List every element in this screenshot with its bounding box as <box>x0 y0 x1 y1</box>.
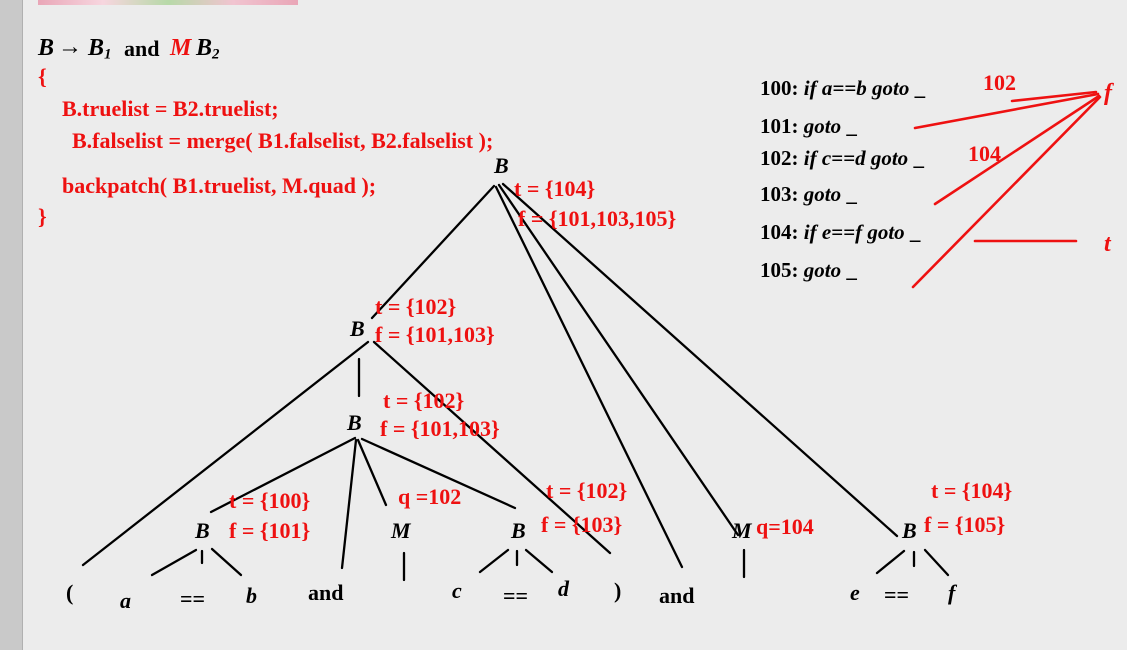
node-root-truelist-text: t = {104} <box>514 176 596 201</box>
falselist-chain-label: f <box>1104 80 1112 106</box>
node-b-outer: B <box>350 316 365 341</box>
code-line-105: 105: goto _ <box>760 258 857 282</box>
node-m1: M <box>391 518 411 543</box>
production-b1: B1 <box>88 35 112 63</box>
code-line-103: 103: goto _ <box>760 182 857 206</box>
production-b2: B2 <box>196 35 220 63</box>
leaf-rparen: ) <box>614 578 622 603</box>
code-line-101: 101: goto _ <box>760 114 857 138</box>
node-m1-quad: q =102 <box>398 484 462 509</box>
code-line-102-backpatch: 104 <box>968 141 1001 166</box>
code-line-100-backpatch: 102 <box>983 70 1016 95</box>
node-m2-quad: q=104 <box>756 514 814 539</box>
code-line-102: 102: if c==d goto _ <box>760 146 924 170</box>
edge-b-ab-b <box>210 547 243 577</box>
tree-edges <box>81 182 950 582</box>
edge-root-m2 <box>497 183 740 537</box>
node-b-cd-truelist: t = {102} <box>546 478 628 503</box>
chain-f-to-100 <box>1010 90 1098 103</box>
slide-sidebar <box>0 0 23 650</box>
chain-f-to-101 <box>913 92 1100 130</box>
edge-b-cd-d <box>524 548 554 574</box>
slide-header-decoration <box>38 0 298 5</box>
node-b-outer-truelist: t = {102} <box>375 294 457 319</box>
edge-b-inner-and1 <box>340 438 358 570</box>
edge-b-inner-b-cd <box>360 437 517 510</box>
node-b-ab-truelist: t = {100} <box>229 488 311 513</box>
backpatch-chain-lines <box>911 90 1102 289</box>
node-b-ef-truelist: t = {104} <box>931 478 1013 503</box>
production-arrow: → <box>58 34 82 60</box>
action-line-falselist: B.falselist = merge( B1.falselist, B2.fa… <box>72 128 494 153</box>
node-root-falselist: f = {101,103,105} <box>518 206 677 231</box>
node-b-inner: B <box>347 410 362 435</box>
chain-f-to-105 <box>911 95 1102 289</box>
leaf-b: b <box>246 583 257 608</box>
chain-f-to-103 <box>933 94 1101 206</box>
leaf-c: c <box>452 578 462 603</box>
edge-b-inner-m1 <box>356 438 388 507</box>
leaf-eq1: == <box>180 586 206 611</box>
node-b-cd-falselist: f = {103} <box>541 512 623 537</box>
leaf-d: d <box>558 576 569 601</box>
edge-root-and2 <box>494 185 684 569</box>
leaf-lparen: ( <box>66 580 74 605</box>
node-b-cd: B <box>511 518 526 543</box>
action-line-truelist: B.truelist = B2.truelist; <box>62 96 279 121</box>
action-close-brace: } <box>38 204 47 229</box>
node-b-outer-falselist: f = {101,103} <box>375 322 495 347</box>
truelist-chain-label: t <box>1104 231 1111 257</box>
action-open-brace: { <box>38 64 47 89</box>
node-b-ef: B <box>902 518 917 543</box>
edge-root-b-outer <box>370 184 496 320</box>
code-line-100: 100: if a==b goto _ <box>760 76 926 100</box>
node-m2: M <box>732 518 752 543</box>
leaf-f: f <box>948 580 956 605</box>
production-m: M <box>170 35 192 61</box>
edge-b-cd-c <box>478 548 510 574</box>
edge-root-b-ef <box>501 182 899 538</box>
edge-b-inner-b-ab <box>209 436 357 514</box>
node-b-ab-falselist: f = {101} <box>229 518 311 543</box>
action-line-backpatch: backpatch( B1.truelist, M.quad ); <box>62 173 377 198</box>
leaf-and1: and <box>308 580 344 605</box>
leaf-eq3: == <box>884 582 910 607</box>
code-line-104: 104: if e==f goto _ <box>760 220 921 244</box>
node-b-inner-falselist: f = {101,103} <box>380 416 500 441</box>
leaf-a: a <box>120 588 131 613</box>
leaf-eq2: == <box>503 583 529 608</box>
edge-b-ef-e <box>875 549 906 575</box>
edge-b-ab-a <box>150 548 198 577</box>
production-lhs: B <box>38 35 55 61</box>
production-and: and <box>124 36 160 61</box>
leaf-and2: and <box>659 583 695 608</box>
node-b-inner-truelist: t = {102} <box>383 388 465 413</box>
node-b-ef-falselist: f = {105} <box>924 512 1006 537</box>
edge-b-outer-lparen <box>81 340 370 567</box>
leaf-e: e <box>850 580 860 605</box>
node-root-b: B <box>494 153 509 178</box>
edge-b-outer-rparen <box>372 340 612 555</box>
edge-b-ef-f <box>923 548 950 577</box>
node-b-ab: B <box>195 518 210 543</box>
